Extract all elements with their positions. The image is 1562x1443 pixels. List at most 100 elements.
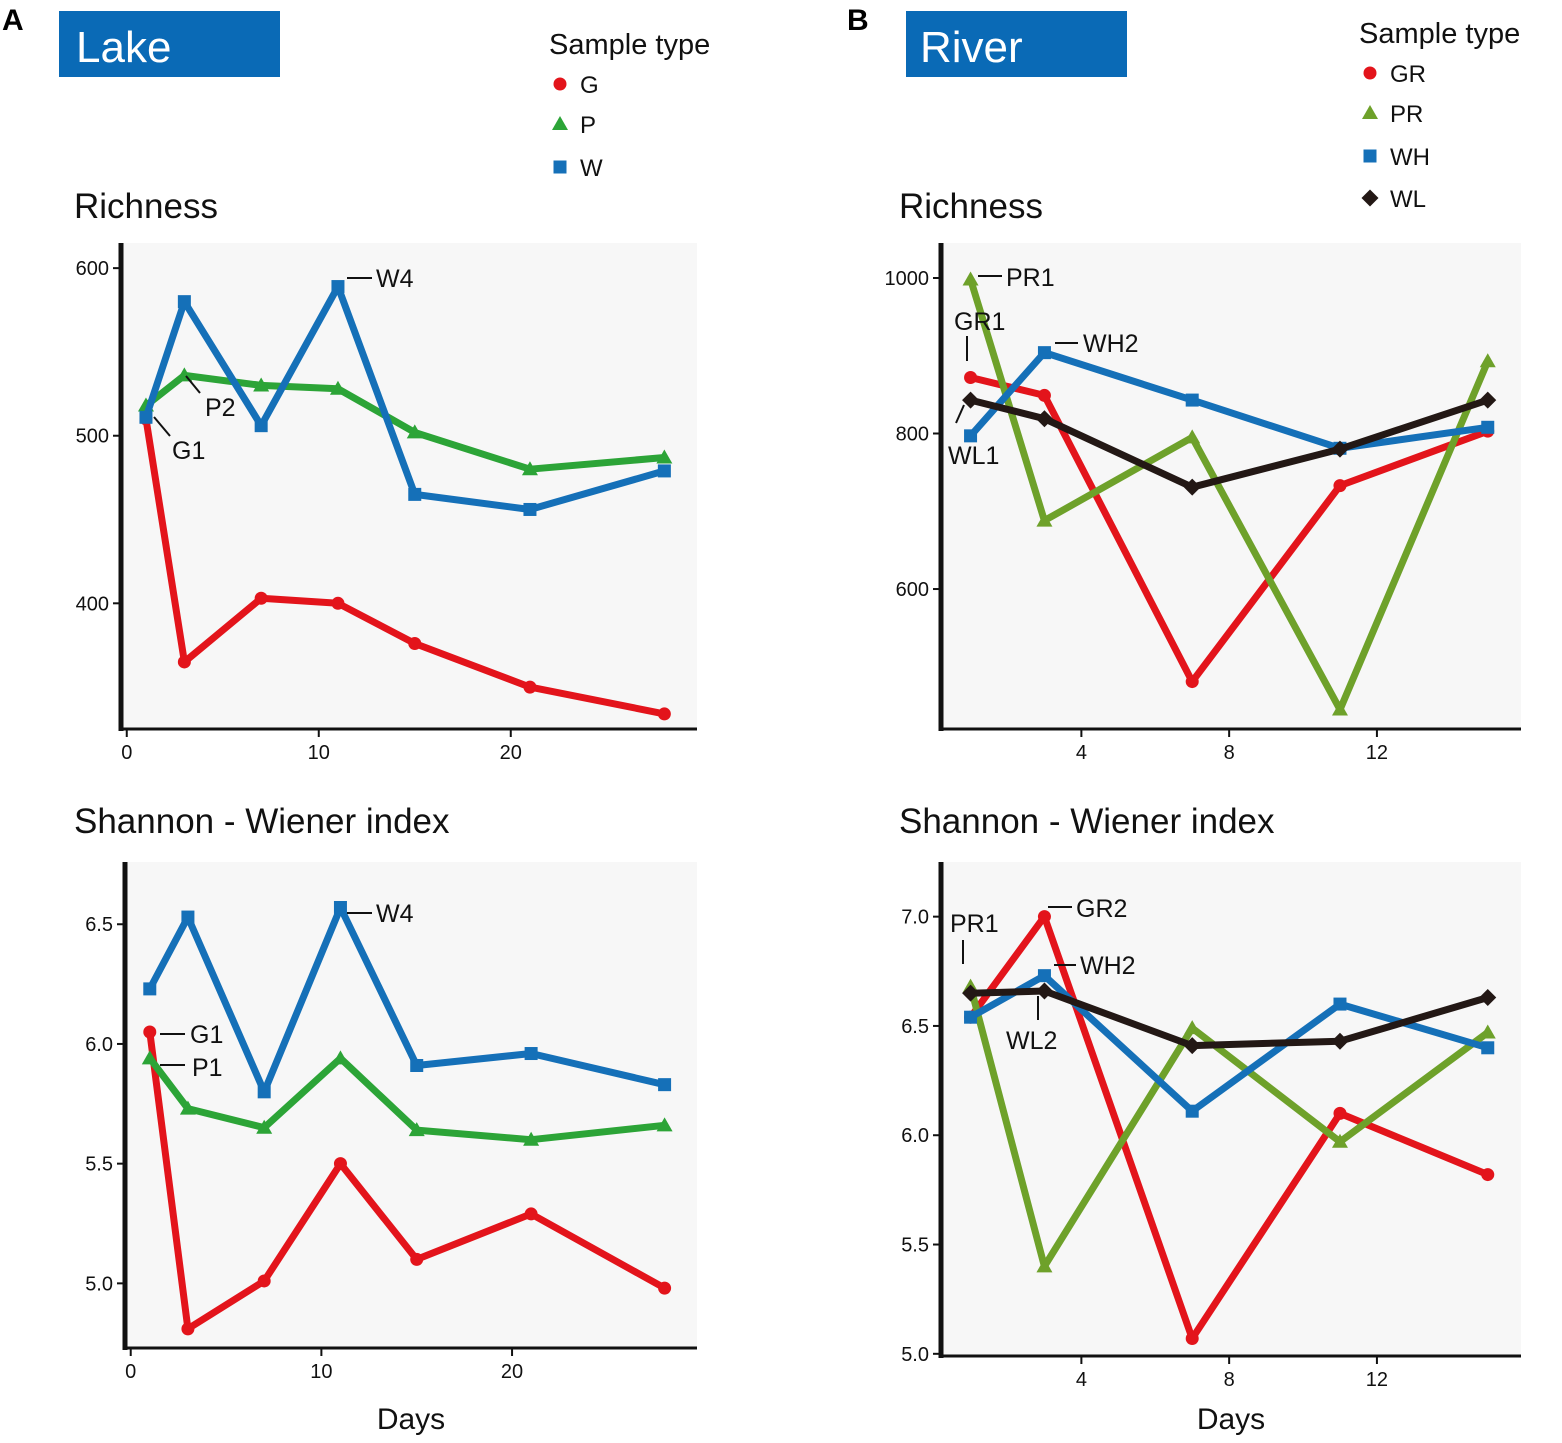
data-point-gr xyxy=(964,371,978,385)
annotation-label: PR1 xyxy=(1006,264,1055,292)
legend-label-wl: WL xyxy=(1390,186,1426,213)
legend-label-w: W xyxy=(580,155,603,182)
data-point-w xyxy=(254,419,268,433)
data-point-gr xyxy=(1037,388,1051,402)
x-tick-label: 12 xyxy=(1366,1369,1388,1391)
data-point-p xyxy=(329,380,346,395)
series-w xyxy=(139,280,671,516)
legend-lake: Sample type GPW xyxy=(549,29,710,182)
data-point-wh xyxy=(1481,1041,1495,1055)
annotation-leader xyxy=(955,404,965,424)
lake-banner-label: Lake xyxy=(76,23,171,72)
legend-marker-wl xyxy=(1361,189,1379,207)
legend-label-p: P xyxy=(580,112,596,139)
legend-marker-g xyxy=(553,77,567,91)
legend-river: Sample type GR PR WH WL xyxy=(1359,18,1520,213)
x-tick-label: 20 xyxy=(501,1361,523,1383)
y-tick-label: 5.5 xyxy=(901,1235,929,1257)
y-tick-label: 5.5 xyxy=(85,1154,113,1176)
data-point-w xyxy=(408,487,422,501)
y-tick-label: 5.0 xyxy=(85,1273,113,1295)
data-point-p xyxy=(523,1131,540,1146)
data-point-w xyxy=(331,280,345,294)
data-point-wh xyxy=(1037,346,1051,360)
data-point-wl xyxy=(1331,1032,1349,1050)
y-tick-label: 6.5 xyxy=(901,1016,929,1038)
chart-title: Shannon - Wiener index xyxy=(74,802,450,841)
data-point-g xyxy=(254,591,268,605)
legend-marker-wh xyxy=(1363,149,1377,163)
annotation-leader xyxy=(153,416,171,437)
data-point-pr xyxy=(1036,512,1053,527)
data-point-pr xyxy=(1331,701,1348,716)
y-tick-label: 600 xyxy=(76,258,109,280)
chart-title: Richness xyxy=(74,187,218,226)
data-point-pr xyxy=(962,271,979,286)
data-point-w xyxy=(177,295,191,309)
annotation-label: WL1 xyxy=(948,442,999,470)
series-wl xyxy=(962,982,1497,1055)
data-point-g xyxy=(658,1281,672,1295)
x-tick-label: 10 xyxy=(308,742,330,764)
data-point-pr xyxy=(1036,1258,1053,1273)
x-tick-label: 4 xyxy=(1076,1369,1087,1391)
x-tick-label: 10 xyxy=(310,1361,332,1383)
legend-label-pr: PR xyxy=(1390,101,1423,128)
data-point-gr xyxy=(1037,910,1051,924)
data-point-w xyxy=(658,1078,672,1092)
data-point-wh xyxy=(964,429,978,443)
data-point-p xyxy=(253,377,270,392)
data-point-wl xyxy=(1035,410,1053,428)
y-tick-label: 600 xyxy=(896,579,929,601)
data-point-gr xyxy=(1333,479,1347,493)
chart-lake-shannon: Shannon - Wiener index 5.0 5.5 6.0 6.5 0 10 20 D… xyxy=(74,802,697,1436)
annotation-label: P1 xyxy=(192,1054,223,1082)
river-banner-label: River xyxy=(920,23,1023,72)
annotation-leader xyxy=(185,375,201,394)
legend-marker-gr xyxy=(1363,66,1377,80)
y-tick-label: 6.5 xyxy=(85,914,113,936)
annotation-label: GR1 xyxy=(954,308,1005,336)
series-wl xyxy=(962,391,1497,496)
data-point-p xyxy=(141,1050,158,1065)
lake-banner xyxy=(59,11,280,77)
y-tick-label: 6.0 xyxy=(85,1034,113,1056)
y-tick-label: 500 xyxy=(76,426,109,448)
data-point-gr xyxy=(1333,1106,1347,1120)
data-point-wh xyxy=(1037,969,1051,983)
y-tick-label: 7.0 xyxy=(901,907,929,929)
series-pr xyxy=(962,271,1496,716)
legend-label-g: G xyxy=(580,72,599,99)
data-point-g xyxy=(143,1025,157,1039)
legend-label-gr: GR xyxy=(1390,61,1426,88)
river-banner xyxy=(906,11,1127,77)
data-point-p xyxy=(406,424,423,439)
annotation-label: GR2 xyxy=(1076,895,1127,923)
legend-title: Sample type xyxy=(549,29,710,61)
data-point-w xyxy=(657,464,671,478)
data-point-g xyxy=(181,1322,195,1336)
y-tick-label: 5.0 xyxy=(901,1344,929,1366)
chart-river-shannon: Shannon - Wiener index 5.0 5.5 6.0 6.5 7.0 4 8 1… xyxy=(899,802,1521,1436)
y-tick-label: 6.0 xyxy=(901,1125,929,1147)
data-point-p xyxy=(656,1117,673,1132)
data-point-wl xyxy=(1035,982,1053,1000)
data-point-wh xyxy=(1333,997,1347,1011)
x-tick-label: 4 xyxy=(1076,742,1087,764)
data-point-g xyxy=(177,655,191,669)
data-point-wl xyxy=(962,391,980,409)
data-point-g xyxy=(523,680,537,694)
data-point-wl xyxy=(962,984,980,1002)
data-point-g xyxy=(410,1252,424,1266)
y-tick-label: 400 xyxy=(76,593,109,615)
data-point-w xyxy=(333,900,347,914)
data-point-w xyxy=(410,1058,424,1072)
data-point-p xyxy=(408,1122,425,1137)
data-point-wl xyxy=(1183,478,1201,496)
data-point-w xyxy=(181,910,195,924)
data-point-wh xyxy=(1185,1104,1199,1118)
data-point-wh xyxy=(964,1010,978,1024)
